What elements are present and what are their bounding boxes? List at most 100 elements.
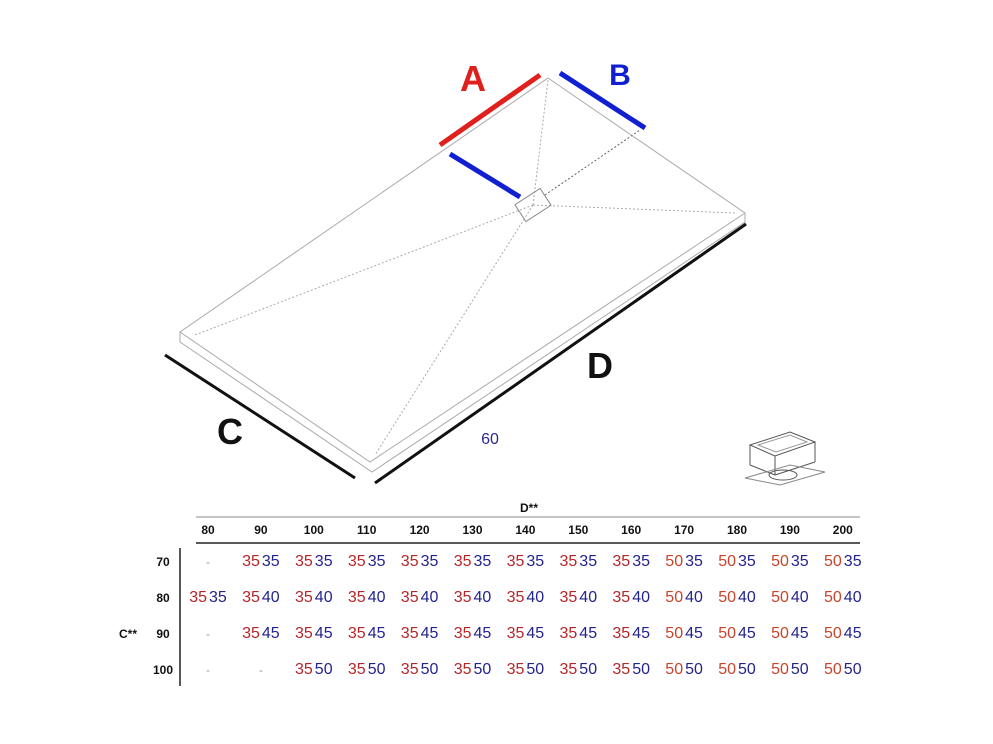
value-a: 35 [559,661,578,678]
value-b: 45 [843,625,862,642]
note-60: 60 [481,431,499,448]
slope-line [194,204,534,336]
tray-top-outline [179,77,746,463]
value-b: 50 [790,661,809,678]
value-b: 35 [685,553,703,570]
column-header: 110 [357,523,377,537]
value-a: 35 [400,553,419,570]
value-a: 50 [718,661,736,678]
value-a: 35 [295,589,313,606]
value-b: 50 [314,661,333,678]
value-a: 35 [347,661,366,678]
value-b: 45 [314,625,333,642]
table-cell: 50 45 [718,625,756,643]
value-a: 35 [400,625,419,642]
table-cell: 35 45 [242,625,280,643]
value-a: 35 [612,589,631,606]
value-a: 50 [824,553,842,570]
value-b: 40 [261,589,280,606]
dimension-line-a-drain [448,151,522,200]
table-cell: 50 35 [771,553,809,571]
value-b: 45 [632,625,650,642]
value-a: 50 [824,625,842,642]
table-cell: 35 35 [560,553,598,571]
table-cell: 35 35 [507,553,545,571]
table-cell: 35 35 [401,553,439,571]
row-header-title: C** [118,627,138,641]
value-a: 35 [242,589,260,606]
table-cell: 50 40 [665,589,703,607]
table-cell: 50 35 [824,553,862,571]
value-b: 40 [685,589,703,606]
value-b: 35 [209,589,227,606]
table-cell: 50 35 [718,553,756,571]
drain-axis [544,129,641,196]
value-b: 50 [579,661,598,678]
value-a: 50 [824,661,842,678]
value-b: 45 [738,625,756,642]
drain-detail-icon [744,431,826,486]
value-a: 35 [295,553,313,570]
label-d: D [587,345,613,386]
empty-cell: - [206,663,210,677]
table-cell: 50 50 [665,661,703,679]
value-a: 35 [453,625,472,642]
table-cell: 50 40 [824,589,862,607]
value-a: 35 [559,625,578,642]
value-a: 35 [400,661,419,678]
table-cell: 50 45 [824,625,862,643]
row-header: 100 [152,663,174,677]
value-a: 50 [665,625,684,642]
value-b: 40 [314,589,333,606]
table-cell: 35 45 [507,625,545,643]
table-cell: 35 40 [348,589,386,607]
drain-icon [514,187,552,223]
value-a: 35 [189,589,207,606]
value-b: 35 [790,553,809,570]
dimension-line-d [374,222,747,485]
value-a: 35 [453,553,472,570]
dimension-line-c [164,353,356,480]
table-cell: 35 45 [454,625,492,643]
value-b: 50 [843,661,862,678]
table-cell: 35 45 [612,625,650,643]
value-a: 50 [718,589,736,606]
table-cell: 35 35 [242,553,280,571]
empty-cell: - [206,555,210,569]
table-cell: 35 40 [612,589,650,607]
table-cell: 35 35 [454,553,492,571]
value-b: 45 [420,625,439,642]
label-a: A [460,58,486,99]
value-a: 35 [453,661,472,678]
value-b: 40 [579,589,598,606]
column-header: 100 [303,523,324,537]
table-cell: 50 40 [771,589,809,607]
value-b: 45 [526,625,545,642]
column-header: 120 [409,523,430,537]
column-header-title: D** [519,501,539,515]
value-a: 50 [718,553,736,570]
dimension-line-a [438,72,542,148]
table-cell: 35 40 [401,589,439,607]
value-a: 50 [771,553,789,570]
value-a: 35 [400,589,419,606]
row-header: 70 [156,555,170,569]
column-header: 140 [515,523,536,537]
value-b: 35 [632,553,650,570]
value-b: 35 [473,553,492,570]
column-header: 130 [462,523,483,537]
table-cell: 50 45 [665,625,703,643]
column-header: 170 [674,523,695,537]
table-cell: 35 50 [454,661,492,679]
value-b: 40 [843,589,862,606]
table-cell: 35 35 [612,553,650,571]
column-header: 90 [254,523,268,537]
table-cell: 50 50 [824,661,862,679]
value-b: 45 [685,625,703,642]
value-b: 35 [420,553,439,570]
value-b: 40 [420,589,439,606]
table-cell: 35 35 [348,553,386,571]
value-b: 50 [420,661,439,678]
